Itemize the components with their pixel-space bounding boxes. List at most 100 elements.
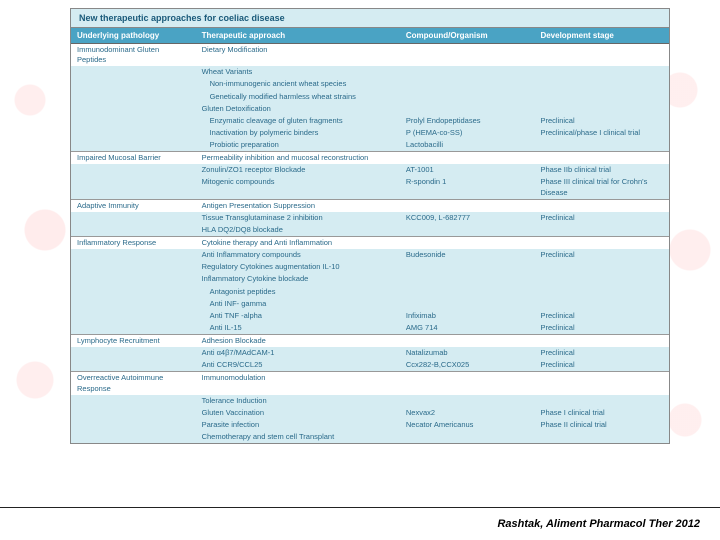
- table-row: Tissue Transglutaminase 2 inhibitionKCC0…: [71, 212, 669, 224]
- cell-approach: Gluten Detoxification: [196, 103, 400, 115]
- cell-stage: [534, 78, 669, 90]
- cell-compound: [400, 395, 535, 407]
- cell-stage: Preclinical: [534, 310, 669, 322]
- cell-stage: [534, 224, 669, 236]
- cell-approach: Wheat Variants: [196, 66, 400, 78]
- header-approach: Therapeutic approach: [196, 28, 400, 43]
- cell-stage: [534, 261, 669, 273]
- table-title: New therapeutic approaches for coeliac d…: [71, 9, 669, 28]
- cell-pathology: [71, 261, 196, 273]
- cell-approach: Antagonist peptides: [196, 286, 400, 298]
- table-row: Tolerance Induction: [71, 395, 669, 407]
- cell-pathology: [71, 359, 196, 371]
- cell-pathology: Immunodominant Gluten Peptides: [71, 44, 196, 66]
- table-row: Immunodominant Gluten PeptidesDietary Mo…: [71, 44, 669, 66]
- table-row: Non-immunogenic ancient wheat species: [71, 78, 669, 90]
- table-row: Anti α4β7/MAdCAM-1NatalizumabPreclinical: [71, 347, 669, 359]
- table-row: Anti INF- gamma: [71, 298, 669, 310]
- cell-approach: Cytokine therapy and Anti Inflammation: [196, 237, 400, 249]
- cell-approach: Probiotic preparation: [196, 139, 400, 151]
- table-row: Inactivation by polymeric bindersP (HEMA…: [71, 127, 669, 139]
- header-compound: Compound/Organism: [400, 28, 535, 43]
- cell-pathology: Overreactive Autoimmune Response: [71, 372, 196, 394]
- cell-approach: Anti α4β7/MAdCAM-1: [196, 347, 400, 359]
- table-section: Impaired Mucosal BarrierPermeability inh…: [71, 152, 669, 200]
- cell-compound: Ccx282-B,CCX025: [400, 359, 535, 371]
- cell-compound: Natalizumab: [400, 347, 535, 359]
- cell-pathology: [71, 431, 196, 443]
- cell-stage: [534, 395, 669, 407]
- cell-approach: Antigen Presentation Suppression: [196, 200, 400, 212]
- cell-approach: Anti CCR9/CCL25: [196, 359, 400, 371]
- cell-compound: AT-1001: [400, 164, 535, 176]
- cell-stage: Preclinical: [534, 115, 669, 127]
- cell-pathology: [71, 224, 196, 236]
- cell-pathology: [71, 115, 196, 127]
- cell-pathology: [71, 78, 196, 90]
- cell-pathology: [71, 310, 196, 322]
- header-stage: Development stage: [534, 28, 669, 43]
- cell-approach: Inactivation by polymeric binders: [196, 127, 400, 139]
- cell-compound: Lactobacilli: [400, 139, 535, 151]
- table-row: Enzymatic cleavage of gluten fragmentsPr…: [71, 115, 669, 127]
- cell-approach: Non-immunogenic ancient wheat species: [196, 78, 400, 90]
- cell-compound: [400, 224, 535, 236]
- table-row: Inflammatory Cytokine blockade: [71, 273, 669, 285]
- cell-compound: R-spondin 1: [400, 176, 535, 198]
- table-section: Overreactive Autoimmune ResponseImmunomo…: [71, 372, 669, 443]
- cell-pathology: [71, 286, 196, 298]
- cell-approach: Tissue Transglutaminase 2 inhibition: [196, 212, 400, 224]
- cell-compound: [400, 431, 535, 443]
- cell-stage: Preclinical: [534, 322, 669, 334]
- cell-compound: [400, 66, 535, 78]
- cell-approach: Dietary Modification: [196, 44, 400, 66]
- cell-stage: Preclinical/phase I clinical trial: [534, 127, 669, 139]
- table-row: Mitogenic compoundsR-spondin 1Phase III …: [71, 176, 669, 198]
- cell-compound: [400, 261, 535, 273]
- cell-compound: [400, 372, 535, 394]
- table-row: Regulatory Cytokines augmentation IL-10: [71, 261, 669, 273]
- table-row: Parasite infectionNecator AmericanusPhas…: [71, 419, 669, 431]
- table-header-row: Underlying pathology Therapeutic approac…: [71, 28, 669, 44]
- cell-approach: Genetically modified harmless wheat stra…: [196, 91, 400, 103]
- table-section: Immunodominant Gluten PeptidesDietary Mo…: [71, 44, 669, 152]
- table-row: Antagonist peptides: [71, 286, 669, 298]
- cell-compound: Nexvax2: [400, 407, 535, 419]
- table-row: Adaptive ImmunityAntigen Presentation Su…: [71, 200, 669, 212]
- cell-pathology: [71, 91, 196, 103]
- cell-stage: Preclinical: [534, 359, 669, 371]
- cell-stage: Preclinical: [534, 249, 669, 261]
- table-row: Anti IL-15AMG 714Preclinical: [71, 322, 669, 334]
- cell-compound: [400, 78, 535, 90]
- cell-stage: [534, 139, 669, 151]
- cell-compound: [400, 152, 535, 164]
- table-row: Anti Inflammatory compoundsBudesonidePre…: [71, 249, 669, 261]
- table-section: Adaptive ImmunityAntigen Presentation Su…: [71, 200, 669, 237]
- table-row: Anti TNF -alphaInfiximabPreclinical: [71, 310, 669, 322]
- cell-pathology: [71, 407, 196, 419]
- cell-compound: AMG 714: [400, 322, 535, 334]
- cell-approach: Inflammatory Cytokine blockade: [196, 273, 400, 285]
- cell-compound: [400, 335, 535, 347]
- cell-approach: Adhesion Blockade: [196, 335, 400, 347]
- cell-pathology: [71, 249, 196, 261]
- cell-approach: Zonulin/ZO1 receptor Blockade: [196, 164, 400, 176]
- cell-pathology: [71, 395, 196, 407]
- cell-stage: [534, 335, 669, 347]
- cell-stage: Phase II clinical trial: [534, 419, 669, 431]
- cell-approach: Anti TNF -alpha: [196, 310, 400, 322]
- cell-approach: Regulatory Cytokines augmentation IL-10: [196, 261, 400, 273]
- cell-pathology: [71, 322, 196, 334]
- cell-stage: [534, 431, 669, 443]
- header-pathology: Underlying pathology: [71, 28, 196, 43]
- cell-approach: Permeability inhibition and mucosal reco…: [196, 152, 400, 164]
- table-row: Gluten VaccinationNexvax2Phase I clinica…: [71, 407, 669, 419]
- cell-stage: [534, 66, 669, 78]
- cell-compound: [400, 237, 535, 249]
- cell-pathology: [71, 298, 196, 310]
- cell-stage: [534, 103, 669, 115]
- cell-stage: Phase III clinical trial for Crohn's Dis…: [534, 176, 669, 198]
- table-section: Lymphocyte RecruitmentAdhesion BlockadeA…: [71, 335, 669, 372]
- cell-approach: Parasite infection: [196, 419, 400, 431]
- cell-compound: Prolyl Endopeptidases: [400, 115, 535, 127]
